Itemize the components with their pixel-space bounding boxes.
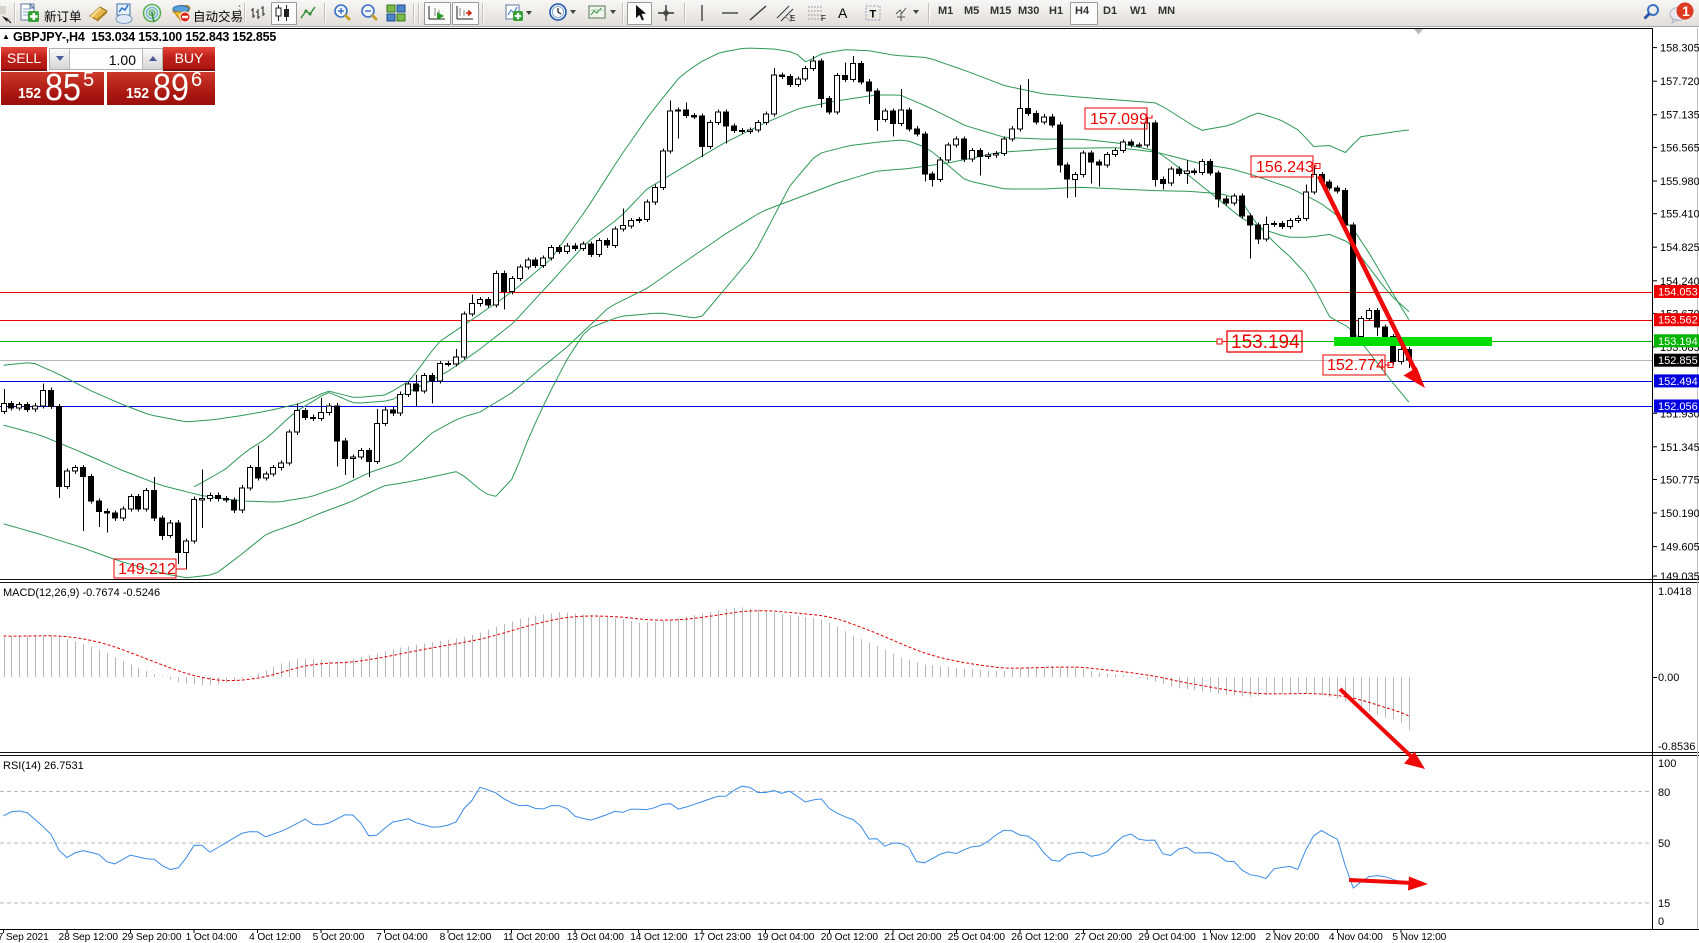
svg-text:50: 50 (1658, 838, 1670, 850)
svg-text:29 Oct 04:00: 29 Oct 04:00 (1138, 932, 1196, 943)
svg-text:152.855: 152.855 (1658, 355, 1698, 367)
svg-text:5 Oct 20:00: 5 Oct 20:00 (313, 932, 365, 943)
svg-text:154.053: 154.053 (1658, 287, 1698, 299)
svg-text:MACD(12,26,9) -0.7674 -0.5246: MACD(12,26,9) -0.7674 -0.5246 (3, 587, 160, 599)
svg-text:13 Oct 04:00: 13 Oct 04:00 (567, 932, 625, 943)
svg-text:4 Oct 12:00: 4 Oct 12:00 (249, 932, 301, 943)
svg-text:150.190: 150.190 (1660, 508, 1699, 520)
svg-text:T: T (870, 9, 877, 21)
svg-text:149.035: 149.035 (1660, 571, 1699, 583)
svg-text:RSI(14) 26.7531: RSI(14) 26.7531 (3, 760, 84, 772)
svg-text:154.825: 154.825 (1660, 242, 1699, 254)
svg-text:149.212: 149.212 (118, 561, 176, 578)
svg-text:1 Oct 04:00: 1 Oct 04:00 (186, 932, 238, 943)
svg-text:26 Oct 12:00: 26 Oct 12:00 (1011, 932, 1069, 943)
svg-text:100: 100 (1658, 758, 1676, 770)
svg-text:8 Oct 12:00: 8 Oct 12:00 (440, 932, 492, 943)
svg-text:152.056: 152.056 (1658, 401, 1698, 413)
svg-text:156.565: 156.565 (1660, 142, 1699, 154)
svg-text:20 Oct 12:00: 20 Oct 12:00 (821, 932, 879, 943)
svg-text:154.240: 154.240 (1660, 276, 1699, 288)
svg-text:21 Oct 20:00: 21 Oct 20:00 (884, 932, 942, 943)
svg-text:28 Sep 12:00: 28 Sep 12:00 (59, 932, 119, 943)
svg-text:25 Oct 04:00: 25 Oct 04:00 (948, 932, 1006, 943)
svg-text:17 Oct 23:00: 17 Oct 23:00 (694, 932, 752, 943)
svg-text:5 Nov 12:00: 5 Nov 12:00 (1392, 932, 1446, 943)
svg-text:0: 0 (1658, 916, 1664, 928)
svg-text:157.135: 157.135 (1660, 110, 1699, 122)
svg-text:15: 15 (1658, 898, 1670, 910)
svg-text:0.00: 0.00 (1658, 672, 1679, 684)
svg-text:11 Oct 20:00: 11 Oct 20:00 (503, 932, 560, 943)
svg-text:152.494: 152.494 (1658, 376, 1698, 388)
svg-text:158.305: 158.305 (1660, 43, 1699, 55)
svg-text:14 Oct 12:00: 14 Oct 12:00 (630, 932, 688, 943)
svg-text:2 Nov 20:00: 2 Nov 20:00 (1265, 932, 1319, 943)
svg-text:157.720: 157.720 (1660, 76, 1699, 88)
svg-text:156.243: 156.243 (1256, 159, 1314, 176)
svg-text:151.345: 151.345 (1660, 442, 1699, 454)
svg-text:E: E (790, 14, 795, 22)
svg-text:152.774: 152.774 (1327, 357, 1385, 374)
svg-text:155.980: 155.980 (1660, 176, 1699, 188)
svg-text:29 Sep 20:00: 29 Sep 20:00 (122, 932, 182, 943)
svg-text:153.562: 153.562 (1658, 315, 1698, 327)
svg-text:80: 80 (1658, 787, 1670, 799)
svg-text:155.410: 155.410 (1660, 209, 1699, 221)
svg-text:-0.8536: -0.8536 (1658, 741, 1695, 753)
svg-text:153.194: 153.194 (1658, 336, 1698, 348)
svg-text:157.099: 157.099 (1090, 111, 1148, 128)
svg-text:1.0418: 1.0418 (1658, 586, 1692, 598)
svg-text:19 Oct 04:00: 19 Oct 04:00 (757, 932, 815, 943)
svg-text:1 Nov 12:00: 1 Nov 12:00 (1202, 932, 1256, 943)
svg-text:27 Oct 20:00: 27 Oct 20:00 (1075, 932, 1133, 943)
svg-text:4 Nov 04:00: 4 Nov 04:00 (1329, 932, 1383, 943)
svg-text:150.775: 150.775 (1660, 475, 1699, 487)
svg-text:1: 1 (1682, 3, 1690, 19)
svg-text:F: F (821, 14, 826, 22)
svg-text:27 Sep 2021: 27 Sep 2021 (0, 932, 49, 943)
svg-text:153.194: 153.194 (1231, 332, 1300, 353)
svg-text:149.605: 149.605 (1660, 542, 1699, 554)
svg-text:7 Oct 04:00: 7 Oct 04:00 (376, 932, 428, 943)
